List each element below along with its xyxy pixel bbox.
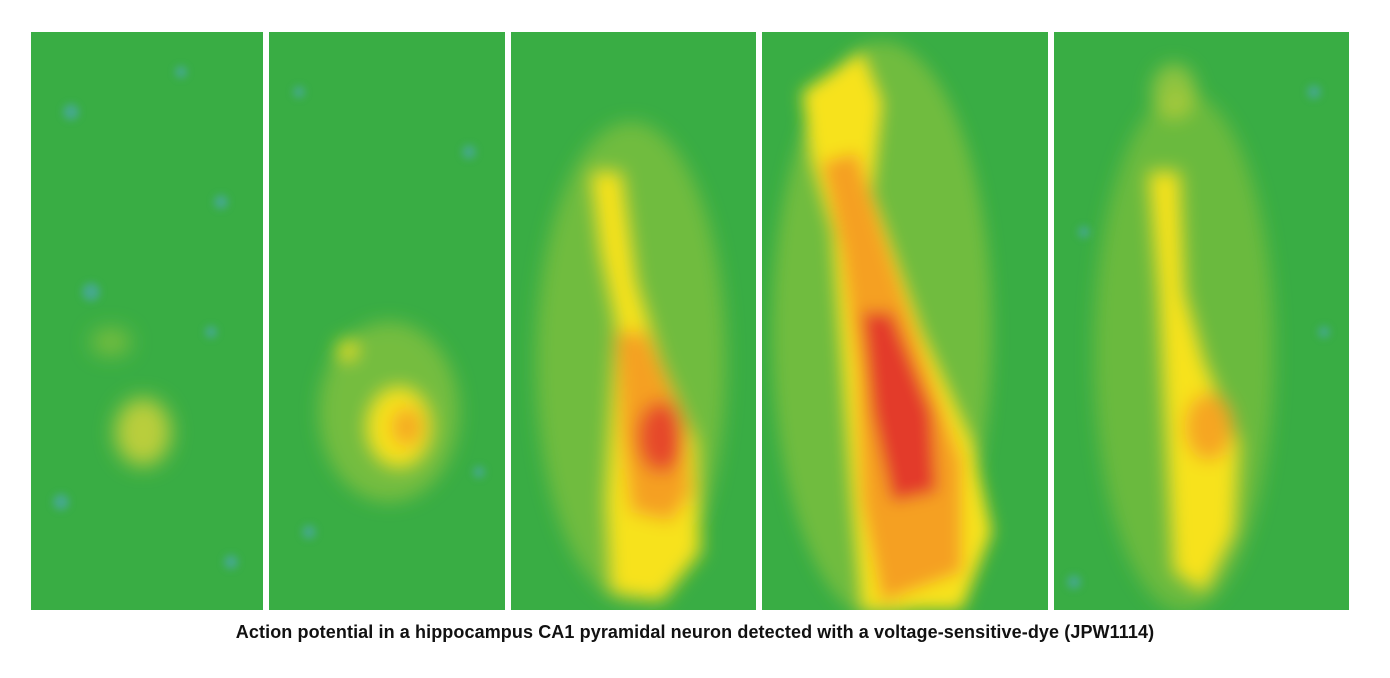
panel-4-image (762, 32, 1048, 610)
panel-1 (31, 32, 263, 610)
panel-5-image (1054, 32, 1349, 610)
panel-1-image (31, 32, 263, 610)
panel-4 (762, 32, 1048, 610)
panel-2-image (269, 32, 505, 610)
panel-3 (511, 32, 756, 610)
panel-2 (269, 32, 505, 610)
image-strip (31, 32, 1355, 610)
figure-caption: Action potential in a hippocampus CA1 py… (235, 622, 1155, 642)
panel-3-image (511, 32, 756, 610)
panel-5 (1054, 32, 1349, 610)
